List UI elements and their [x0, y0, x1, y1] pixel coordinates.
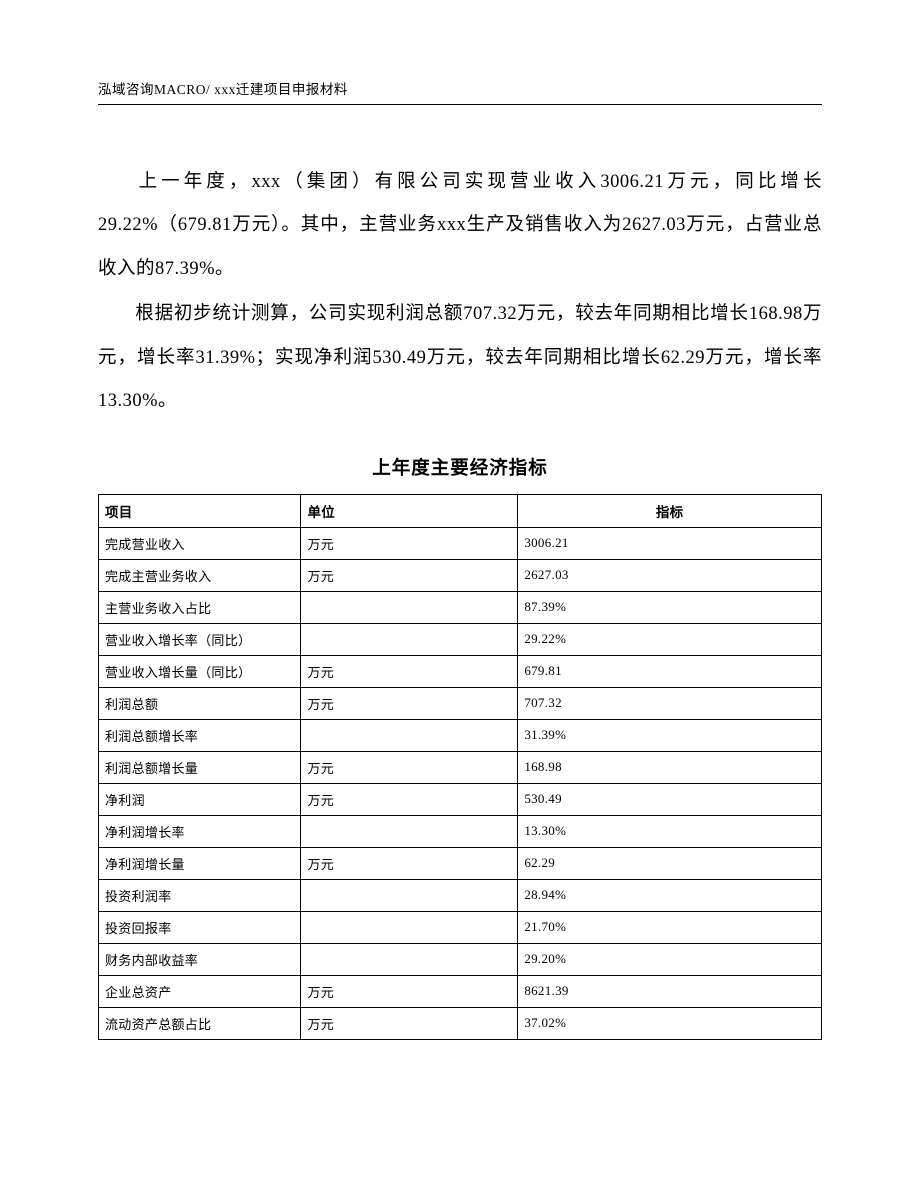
cell-unit: 万元	[301, 1007, 518, 1039]
cell-item: 企业总资产	[99, 975, 301, 1007]
table-header-item: 项目	[99, 494, 301, 527]
paragraph-1-text: 上一年度，xxx（集团）有限公司实现营业收入3006.21万元，同比增长29.2…	[98, 172, 822, 279]
cell-value: 31.39%	[518, 719, 822, 751]
cell-unit	[301, 719, 518, 751]
table-row: 流动资产总额占比万元37.02%	[99, 1007, 822, 1039]
cell-value: 168.98	[518, 751, 822, 783]
table-body: 完成营业收入万元3006.21 完成主营业务收入万元2627.03 主营业务收入…	[99, 527, 822, 1039]
table-row: 净利润增长量万元62.29	[99, 847, 822, 879]
cell-value: 29.22%	[518, 623, 822, 655]
cell-item: 利润总额增长率	[99, 719, 301, 751]
cell-value: 62.29	[518, 847, 822, 879]
cell-unit: 万元	[301, 559, 518, 591]
cell-unit: 万元	[301, 783, 518, 815]
cell-item: 营业收入增长量（同比）	[99, 655, 301, 687]
cell-item: 财务内部收益率	[99, 943, 301, 975]
table-title: 上年度主要经济指标	[98, 454, 822, 480]
paragraph-1: 上一年度，xxx（集团）有限公司实现营业收入3006.21万元，同比增长29.2…	[98, 161, 822, 291]
cell-value: 21.70%	[518, 911, 822, 943]
table-row: 利润总额增长量万元168.98	[99, 751, 822, 783]
cell-item: 完成主营业务收入	[99, 559, 301, 591]
table-row: 财务内部收益率 29.20%	[99, 943, 822, 975]
cell-value: 707.32	[518, 687, 822, 719]
table-row: 利润总额增长率 31.39%	[99, 719, 822, 751]
cell-item: 投资回报率	[99, 911, 301, 943]
indicators-table: 项目 单位 指标 完成营业收入万元3006.21 完成主营业务收入万元2627.…	[98, 494, 822, 1040]
cell-value: 679.81	[518, 655, 822, 687]
cell-item: 营业收入增长率（同比）	[99, 623, 301, 655]
cell-item: 流动资产总额占比	[99, 1007, 301, 1039]
cell-unit: 万元	[301, 847, 518, 879]
paragraph-2-text: 根据初步统计测算，公司实现利润总额707.32万元，较去年同期相比增长168.9…	[98, 304, 822, 411]
table-row: 投资回报率 21.70%	[99, 911, 822, 943]
table-row: 利润总额万元707.32	[99, 687, 822, 719]
cell-unit	[301, 815, 518, 847]
cell-unit: 万元	[301, 527, 518, 559]
cell-value: 87.39%	[518, 591, 822, 623]
cell-value: 28.94%	[518, 879, 822, 911]
table-row: 净利润万元530.49	[99, 783, 822, 815]
table-row: 完成主营业务收入万元2627.03	[99, 559, 822, 591]
cell-unit: 万元	[301, 975, 518, 1007]
cell-value: 8621.39	[518, 975, 822, 1007]
table-row: 企业总资产万元8621.39	[99, 975, 822, 1007]
cell-item: 完成营业收入	[99, 527, 301, 559]
table-row: 净利润增长率 13.30%	[99, 815, 822, 847]
cell-item: 投资利润率	[99, 879, 301, 911]
table-row: 营业收入增长率（同比） 29.22%	[99, 623, 822, 655]
cell-unit	[301, 591, 518, 623]
cell-unit	[301, 879, 518, 911]
cell-item: 利润总额	[99, 687, 301, 719]
table-header-row: 项目 单位 指标	[99, 494, 822, 527]
table-header-value: 指标	[518, 494, 822, 527]
cell-value: 37.02%	[518, 1007, 822, 1039]
cell-item: 净利润	[99, 783, 301, 815]
cell-unit: 万元	[301, 655, 518, 687]
cell-unit	[301, 943, 518, 975]
table-header-unit: 单位	[301, 494, 518, 527]
cell-unit: 万元	[301, 687, 518, 719]
cell-item: 主营业务收入占比	[99, 591, 301, 623]
table-row: 投资利润率 28.94%	[99, 879, 822, 911]
cell-value: 29.20%	[518, 943, 822, 975]
page-header: 泓域咨询MACRO/ xxx迁建项目申报材料	[98, 78, 822, 98]
cell-item: 净利润增长量	[99, 847, 301, 879]
body-paragraphs: 上一年度，xxx（集团）有限公司实现营业收入3006.21万元，同比增长29.2…	[98, 161, 822, 424]
cell-value: 2627.03	[518, 559, 822, 591]
table-row: 完成营业收入万元3006.21	[99, 527, 822, 559]
cell-value: 530.49	[518, 783, 822, 815]
header-divider	[98, 104, 822, 105]
cell-unit	[301, 623, 518, 655]
cell-value: 13.30%	[518, 815, 822, 847]
cell-item: 净利润增长率	[99, 815, 301, 847]
table-row: 主营业务收入占比 87.39%	[99, 591, 822, 623]
paragraph-2: 根据初步统计测算，公司实现利润总额707.32万元，较去年同期相比增长168.9…	[98, 293, 822, 423]
cell-item: 利润总额增长量	[99, 751, 301, 783]
cell-value: 3006.21	[518, 527, 822, 559]
cell-unit: 万元	[301, 751, 518, 783]
table-row: 营业收入增长量（同比）万元679.81	[99, 655, 822, 687]
cell-unit	[301, 911, 518, 943]
